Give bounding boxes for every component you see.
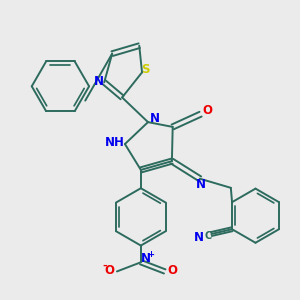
Text: O: O [105, 264, 115, 277]
Text: NH: NH [105, 136, 125, 148]
Text: N: N [149, 112, 159, 125]
Text: +: + [147, 250, 154, 259]
Text: O: O [167, 264, 177, 277]
Text: C: C [205, 231, 212, 241]
Text: N: N [194, 232, 204, 244]
Text: N: N [94, 75, 103, 88]
Text: N: N [141, 252, 151, 265]
Text: N: N [196, 178, 206, 191]
Text: S: S [141, 63, 149, 76]
Text: -: - [102, 261, 106, 271]
Text: O: O [202, 104, 212, 118]
